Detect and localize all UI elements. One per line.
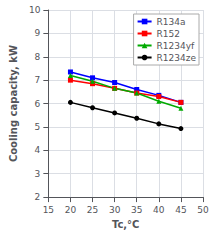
svg-text:Cooling capacity, kW: Cooling capacity, kW xyxy=(8,45,19,162)
svg-text:7: 7 xyxy=(35,75,41,85)
svg-text:3: 3 xyxy=(35,169,41,179)
svg-text:40: 40 xyxy=(153,205,165,215)
svg-text:8: 8 xyxy=(35,52,41,62)
svg-text:45: 45 xyxy=(175,205,186,215)
svg-text:Tc,°C: Tc,°C xyxy=(112,219,140,230)
svg-text:20: 20 xyxy=(65,205,77,215)
svg-text:R1234ze: R1234ze xyxy=(157,53,197,63)
svg-text:R1234yf: R1234yf xyxy=(157,41,195,51)
svg-text:9: 9 xyxy=(35,28,41,38)
svg-text:15: 15 xyxy=(43,205,54,215)
svg-text:10: 10 xyxy=(29,5,41,15)
svg-text:4: 4 xyxy=(35,145,41,155)
svg-text:R152: R152 xyxy=(157,29,180,39)
svg-text:6: 6 xyxy=(35,99,41,109)
svg-text:2: 2 xyxy=(35,192,41,202)
svg-text:5: 5 xyxy=(35,122,41,132)
svg-text:30: 30 xyxy=(109,205,121,215)
svg-text:R134a: R134a xyxy=(157,17,186,27)
svg-text:25: 25 xyxy=(87,205,98,215)
svg-text:35: 35 xyxy=(131,205,142,215)
svg-text:50: 50 xyxy=(197,205,209,215)
